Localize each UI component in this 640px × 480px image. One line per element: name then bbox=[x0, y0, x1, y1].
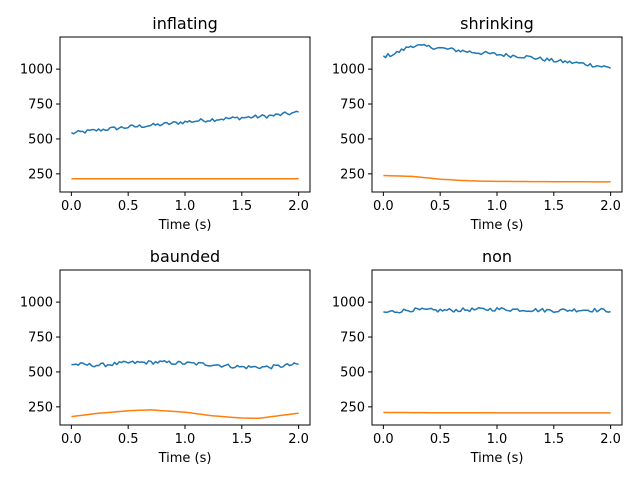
x-tick-label: 0.5 bbox=[430, 199, 451, 214]
x-tick-label: 0.0 bbox=[61, 199, 82, 214]
y-tick-label: 250 bbox=[340, 167, 365, 182]
x-tick-label: 0.5 bbox=[430, 432, 451, 447]
series-line-1 bbox=[383, 306, 611, 314]
series-line-1 bbox=[71, 110, 299, 135]
series-line-1 bbox=[71, 359, 299, 370]
y-tick-label: 750 bbox=[340, 331, 365, 346]
x-axis-label: Time (s) bbox=[470, 451, 524, 466]
x-tick-label: 1.5 bbox=[231, 432, 252, 447]
y-tick-label: 1000 bbox=[20, 296, 53, 311]
x-tick-label: 2.0 bbox=[288, 199, 309, 214]
x-tick-label: 1.0 bbox=[487, 432, 508, 447]
x-axis-label: Time (s) bbox=[158, 451, 212, 466]
x-tick-label: 1.5 bbox=[231, 199, 252, 214]
subplot-3: 0.0 0.5 1.0 1.5 2.0 250 500 750 1000 baunded Time … bbox=[20, 247, 311, 466]
y-tick-label: 250 bbox=[28, 167, 53, 182]
x-tick-label: 1.0 bbox=[487, 199, 508, 214]
series-line-2 bbox=[71, 409, 299, 420]
x-tick-label: 0.5 bbox=[118, 199, 139, 214]
y-tick-label: 500 bbox=[340, 132, 365, 147]
y-tick-label: 500 bbox=[28, 365, 53, 380]
subplot-title: inflating bbox=[152, 14, 217, 33]
x-tick-label: 1.0 bbox=[175, 432, 196, 447]
subplot-title: shrinking bbox=[460, 14, 534, 33]
x-tick-label: 1.5 bbox=[543, 199, 564, 214]
x-tick-label: 0.5 bbox=[118, 432, 139, 447]
x-axis-label: Time (s) bbox=[158, 218, 212, 233]
x-tick-label: 0.0 bbox=[373, 432, 394, 447]
y-tick-label: 500 bbox=[340, 365, 365, 380]
x-tick-label: 2.0 bbox=[288, 432, 309, 447]
x-tick-label: 1.0 bbox=[175, 199, 196, 214]
x-tick-label: 2.0 bbox=[600, 432, 621, 447]
subplot-title: non bbox=[482, 247, 512, 266]
y-tick-label: 1000 bbox=[332, 296, 365, 311]
y-tick-label: 250 bbox=[340, 400, 365, 415]
y-tick-label: 750 bbox=[28, 331, 53, 346]
y-tick-label: 750 bbox=[340, 98, 365, 113]
subplot-2: 0.0 0.5 1.0 1.5 2.0 250 500 750 1000 shrinking Tim… bbox=[332, 14, 623, 233]
x-tick-label: 2.0 bbox=[600, 199, 621, 214]
subplot-title: baunded bbox=[150, 247, 220, 266]
subplot-1: 0.0 0.5 1.0 1.5 2.0 250 500 750 1000 inflating Tim… bbox=[20, 14, 311, 233]
series-line-2 bbox=[383, 411, 611, 414]
y-tick-label: 1000 bbox=[332, 63, 365, 78]
x-tick-label: 0.0 bbox=[373, 199, 394, 214]
x-tick-label: 0.0 bbox=[61, 432, 82, 447]
subplot-4: 0.0 0.5 1.0 1.5 2.0 250 500 750 1000 non Time (s) bbox=[332, 247, 623, 466]
x-axis-label: Time (s) bbox=[470, 218, 524, 233]
x-tick-label: 1.5 bbox=[543, 432, 564, 447]
y-tick-label: 250 bbox=[28, 400, 53, 415]
y-tick-label: 750 bbox=[28, 98, 53, 113]
y-tick-label: 1000 bbox=[20, 63, 53, 78]
y-tick-label: 500 bbox=[28, 132, 53, 147]
series-line-2 bbox=[383, 174, 611, 183]
series-line-1 bbox=[382, 43, 611, 69]
